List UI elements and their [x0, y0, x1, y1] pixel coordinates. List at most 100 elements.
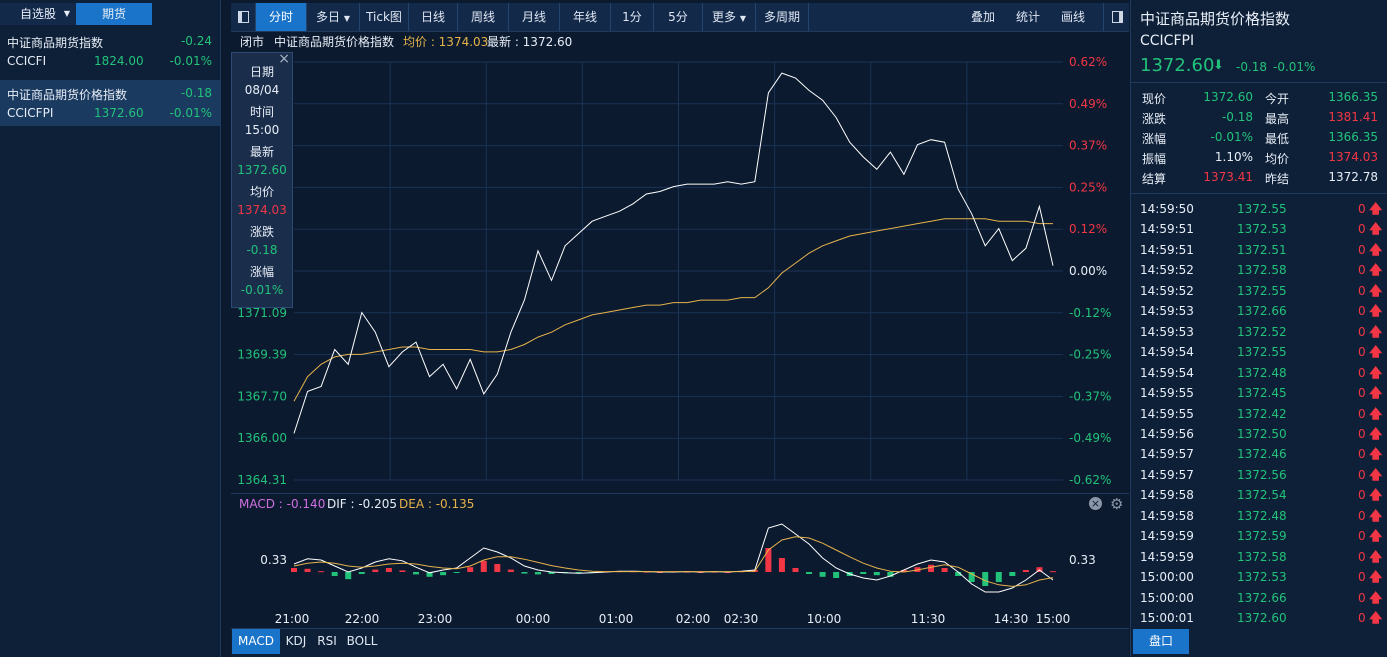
left-tick-label: 1367.70 [237, 389, 287, 403]
collapse-right-button[interactable] [1103, 3, 1130, 31]
tick-volume: 0 [1358, 590, 1366, 605]
tab-kdj[interactable]: KDJ [285, 634, 307, 648]
draw-button[interactable]: 画线 [1060, 10, 1085, 24]
stats-button[interactable]: 统计 [1015, 10, 1040, 24]
arrow-down-icon: ⬇ [1213, 58, 1224, 73]
tick-row: 14:59:57 1372.46 0 🡅 [1131, 445, 1387, 465]
right-tick-label: 0.25% [1069, 180, 1107, 194]
panel-toggle-icon [1111, 11, 1123, 23]
tab-boll[interactable]: BOLL [346, 634, 378, 648]
right-tick-label: -0.37% [1069, 389, 1111, 403]
price-chart[interactable]: 1371.09 1369.39 1367.70 1366.00 1364.31 0.62… [231, 52, 1129, 492]
macd-bar [318, 571, 325, 573]
macd-header: MACD : -0.140 DIF : -0.205 DEA : -0.135 … [231, 493, 1129, 514]
arrow-up-icon: 🡅 [1369, 590, 1383, 606]
tick-price: 1372.55 [1237, 283, 1287, 298]
tick-price: 1372.66 [1237, 590, 1287, 605]
orderbook-tab[interactable]: 盘口 [1133, 629, 1189, 654]
macd-chart[interactable]: 0.33 0.33 [231, 514, 1129, 610]
quote-value: 1372.60 [1203, 90, 1253, 104]
macd-bar [778, 558, 785, 572]
tab-watchlist-label: 自选股 [19, 7, 56, 21]
overlay-button[interactable]: 叠加 [970, 10, 995, 24]
tick-price: 1372.59 [1237, 529, 1287, 544]
right-tick-label: -0.12% [1069, 306, 1111, 320]
chevron-down-icon[interactable]: ▼ [63, 9, 70, 18]
quote-price: 1372.60 [1140, 55, 1215, 76]
arrow-up-icon: 🡅 [1369, 345, 1383, 361]
tick-price: 1372.54 [1237, 488, 1287, 503]
tab-timeshare[interactable]: 分时 [256, 3, 307, 31]
tick-price: 1372.45 [1237, 386, 1287, 401]
tab-multiday[interactable]: 多日 ▼ [307, 3, 360, 31]
more-menu[interactable]: 更多 ▼ [703, 3, 756, 31]
quote-value: 1381.41 [1328, 110, 1378, 124]
tick-row: 14:59:51 1372.53 0 🡅 [1131, 220, 1387, 240]
tick-volume: 0 [1358, 324, 1366, 339]
macd-bar [575, 572, 582, 573]
tooltip-last: 1372.60 [237, 163, 287, 177]
tick-volume: 0 [1358, 529, 1366, 544]
tick-row: 15:00:01 1372.60 0 🡅 [1131, 609, 1387, 629]
tick-time: 14:59:57 [1140, 467, 1194, 482]
time-tick-label: 00:00 [516, 612, 551, 626]
tick-row: 14:59:59 1372.58 0 🡅 [1131, 548, 1387, 568]
tab-futures[interactable]: 期货 [76, 3, 152, 25]
tooltip-pct-label: 涨幅 [249, 265, 274, 279]
macd-bar [548, 572, 555, 574]
tab-5min[interactable]: 5分 [654, 3, 703, 31]
tab-multiday-label: 多日 [316, 10, 341, 24]
quote-label: 现价 [1142, 92, 1167, 106]
tab-macd[interactable]: MACD [232, 629, 280, 654]
tick-price: 1372.50 [1237, 426, 1287, 441]
tab-rsi[interactable]: RSI [317, 634, 337, 648]
tab-1min[interactable]: 1分 [611, 3, 654, 31]
tick-time: 14:59:53 [1140, 324, 1194, 339]
tooltip-time: 15:00 [244, 123, 280, 137]
last-price-label: 最新 : 1372.60 [487, 35, 573, 49]
tab-yearly[interactable]: 年线 [560, 3, 611, 31]
quote-row: 涨幅 -0.01% 最低 1366.35 [1131, 128, 1387, 148]
tab-watchlist[interactable]: 自选股 ▼ [0, 3, 76, 25]
watchlist-item-code: CCICFPI [7, 106, 54, 120]
tick-time: 14:59:50 [1140, 202, 1194, 216]
close-indicator-icon[interactable]: × [1089, 497, 1102, 510]
tick-time: 14:59:54 [1140, 365, 1194, 380]
tab-multiperiod[interactable]: 多周期 [756, 3, 809, 31]
right-tick-label: -0.62% [1069, 473, 1111, 487]
watchlist-item-price: 1372.60 [94, 106, 144, 120]
tab-tick[interactable]: Tick图 [360, 3, 409, 31]
tick-row: 14:59:52 1372.58 0 🡅 [1131, 261, 1387, 281]
time-axis: 21:00 22:00 23:00 00:00 01:00 02:00 02:30 10:00… [275, 612, 1071, 626]
gear-icon[interactable]: ⚙ [1110, 495, 1124, 513]
collapse-left-button[interactable] [231, 3, 256, 31]
quote-row: 现价 1372.60 今开 1366.35 [1131, 88, 1387, 108]
tick-volume: 0 [1358, 242, 1366, 257]
watchlist-item-selected[interactable]: 中证商品期货价格指数 -0.18 CCICFPI 1372.60 -0.01% [0, 80, 220, 126]
time-tick-label: 01:00 [599, 612, 634, 626]
macd-bar [1022, 570, 1029, 572]
watchlist-item-code: CCICFI [7, 54, 47, 68]
arrow-up-icon: 🡅 [1369, 324, 1383, 340]
watchlist-item[interactable]: 中证商品期货指数 -0.24 CCICFI 1824.00 -0.01% [0, 28, 220, 74]
watchlist-item-change: -0.24 [180, 34, 212, 48]
tick-time: 15:00:01 [1140, 611, 1194, 625]
tooltip-chg-label: 涨跌 [249, 225, 274, 239]
tab-weekly[interactable]: 周线 [458, 3, 509, 31]
time-tick-label: 15:00 [1036, 612, 1071, 626]
tick-time: 14:59:54 [1140, 345, 1194, 360]
tick-row: 15:00:00 1372.66 0 🡅 [1131, 589, 1387, 609]
quote-value: 1366.35 [1328, 90, 1378, 104]
macd-bar [995, 572, 1002, 582]
quote-pct: -0.01% [1273, 60, 1316, 74]
macd-bar [1050, 571, 1056, 573]
tab-daily[interactable]: 日线 [409, 3, 458, 31]
tick-volume: 0 [1358, 447, 1366, 462]
macd-bar [806, 572, 813, 574]
tooltip-avg-label: 均价 [249, 185, 274, 199]
close-icon[interactable]: × [278, 51, 290, 67]
tab-monthly[interactable]: 月线 [509, 3, 560, 31]
tick-row: 14:59:55 1372.42 0 🡅 [1131, 405, 1387, 425]
tooltip-date: 08/04 [244, 83, 280, 97]
price-line [293, 72, 1054, 434]
